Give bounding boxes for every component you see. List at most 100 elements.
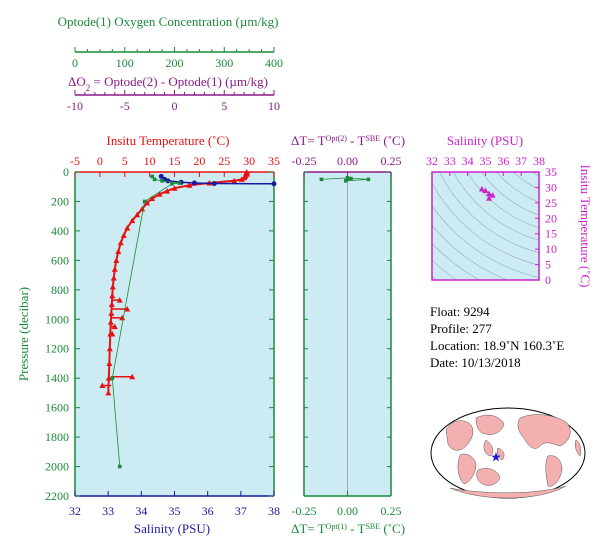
- temperature-profile-line: [107, 171, 248, 393]
- ts-temperature-tick-label: 25: [545, 196, 557, 210]
- temperature-axis-ticks: -5 0 5 10 15 20 25 30 35: [70, 154, 280, 497]
- salinity-point: [191, 180, 197, 186]
- delta-t-top-tick-label: 0.00: [337, 154, 358, 168]
- ts-point: [486, 190, 493, 197]
- pressure-tick-label: 600: [51, 253, 69, 267]
- temperature-point: [107, 319, 114, 325]
- delta-t-point: [319, 177, 324, 182]
- ts-point: [486, 195, 493, 201]
- temperature-point: [110, 275, 117, 281]
- ts-temperature-tick-label: 20: [545, 211, 557, 225]
- delta-t-title-sup-b: SBE: [365, 134, 380, 143]
- temperature-point: [124, 224, 131, 231]
- temperature-point: [117, 239, 124, 246]
- map-landmass: [457, 453, 477, 485]
- pressure-tick-label: 800: [51, 283, 69, 297]
- info-date: Date: 10/13/2018: [430, 355, 521, 370]
- temperature-spike-point: [111, 323, 118, 330]
- delta-t-title-sup-a: Opt(2): [326, 134, 348, 143]
- delta-t-point: [366, 177, 371, 182]
- ts-temperature-tick-label: 5: [545, 258, 551, 272]
- temperature-spike-point: [119, 314, 126, 321]
- delta-t-point: [343, 179, 348, 183]
- ts-salinity-axis-title: Salinity (PSU): [447, 133, 523, 148]
- temperature-point: [144, 199, 151, 206]
- salinity-point: [165, 178, 171, 184]
- info-profile: Profile: 277: [430, 321, 492, 336]
- temperature-tick-label: 30: [243, 154, 255, 168]
- pressure-tick-label: 1800: [45, 430, 69, 444]
- temperature-axis-title: Insitu Temperature (˚C): [106, 133, 229, 148]
- temperature-spike-point: [124, 305, 131, 312]
- delta-o2-title-prefix: ΔO: [68, 74, 86, 89]
- delta-t-title-c: (˚C): [380, 133, 405, 148]
- salinity-tick-label: 38: [268, 504, 280, 518]
- ts-temperature-tick-label: 30: [545, 180, 557, 194]
- temperature-tick-label: 25: [218, 154, 230, 168]
- oxygen-point: [117, 464, 122, 469]
- temperature-tick-label: 10: [144, 154, 156, 168]
- pressure-tick-label: 1600: [45, 401, 69, 415]
- salinity-point: [211, 180, 217, 186]
- ts-point: [478, 185, 485, 192]
- delta-t-title-b: - T: [347, 521, 366, 536]
- temperature-point: [111, 266, 118, 272]
- temperature-point: [109, 283, 116, 290]
- pressure-tick-label: 1200: [45, 342, 69, 356]
- delta-t-title-sup-a: Opt(1): [326, 522, 348, 531]
- delta-t-top-tick-label: 0.25: [381, 154, 402, 168]
- info-location: Location: 18.9˚N 160.3˚E: [430, 338, 565, 353]
- profile-series: [99, 169, 277, 469]
- delta-t-bottom-tick-label: 0.00: [337, 504, 358, 518]
- oxygen-axis-tick-label: 300: [215, 56, 233, 70]
- delta-t-top-axis-title: ΔT= TOpt(2) - TSBE (˚C): [291, 133, 405, 148]
- temperature-point: [164, 188, 171, 194]
- delta-t-point: [345, 176, 350, 180]
- delta-o2-title-rest: = Optode(2) - Optode(1) (µm/kg): [90, 74, 268, 89]
- temperature-point: [231, 177, 238, 184]
- delta-o2-axis-tick-label: -5: [120, 99, 130, 113]
- delta-o2-axis-tick-label: 0: [172, 99, 178, 113]
- delta-t-title-a: ΔT= T: [291, 133, 326, 148]
- temperature-tick-label: 15: [169, 154, 181, 168]
- temperature-point: [156, 191, 163, 197]
- map-landmass: [574, 439, 582, 457]
- oxygen-point: [150, 174, 154, 179]
- salinity-tick-label: 33: [102, 504, 114, 518]
- ts-temperature-tick-label: 0: [545, 273, 551, 287]
- oxygen-point: [177, 181, 182, 185]
- temperature-point: [186, 182, 193, 188]
- temperature-tick-label: 5: [122, 154, 128, 168]
- oxygen-axis-title: Optode(1) Oxygen Concentration (µm/kg): [58, 14, 279, 29]
- delta-t-bottom-axis-title: ΔT= TOpt(1) - TSBE (˚C): [291, 521, 405, 536]
- ts-salinity-tick-label: 36: [497, 154, 509, 168]
- oxygen-axis-tick-label: 200: [166, 56, 184, 70]
- temperature-point: [105, 389, 112, 396]
- delta-t-point: [349, 176, 353, 181]
- profile-panel: Insitu Temperature (˚C) -5 0 5 10 15 20 25 30 35…: [16, 133, 280, 536]
- pressure-tick-label: 1400: [45, 371, 69, 385]
- delta-o2-title-sub: 2: [86, 83, 91, 93]
- temperature-point: [129, 217, 136, 224]
- ts-salinity-tick-label: 35: [480, 154, 492, 168]
- oxygen-axis-tick-label: 0: [72, 56, 78, 70]
- ts-density-contour: [507, 30, 608, 174]
- map-landmass: [445, 420, 474, 451]
- delta-t-top-tick-label: -0.25: [292, 154, 317, 168]
- salinity-tick-label: 34: [135, 504, 147, 518]
- oxygen-axis-tick-label: 400: [265, 56, 283, 70]
- temperature-point: [120, 232, 127, 238]
- ts-temperature-tick-label: 10: [545, 242, 557, 256]
- oxygen-point: [142, 199, 147, 204]
- temperature-point: [108, 301, 115, 308]
- pressure-tick-label: 0: [63, 165, 69, 179]
- delta-o2-axis-tick-label: 10: [268, 99, 280, 113]
- ts-salinity-tick-label: 38: [533, 154, 545, 168]
- temperature-point: [171, 185, 178, 191]
- ts-salinity-tick-label: 37: [515, 154, 527, 168]
- delta-o2-axis-tick-label: 5: [221, 99, 227, 113]
- delta-o2-axis-tick-label: -10: [67, 99, 83, 113]
